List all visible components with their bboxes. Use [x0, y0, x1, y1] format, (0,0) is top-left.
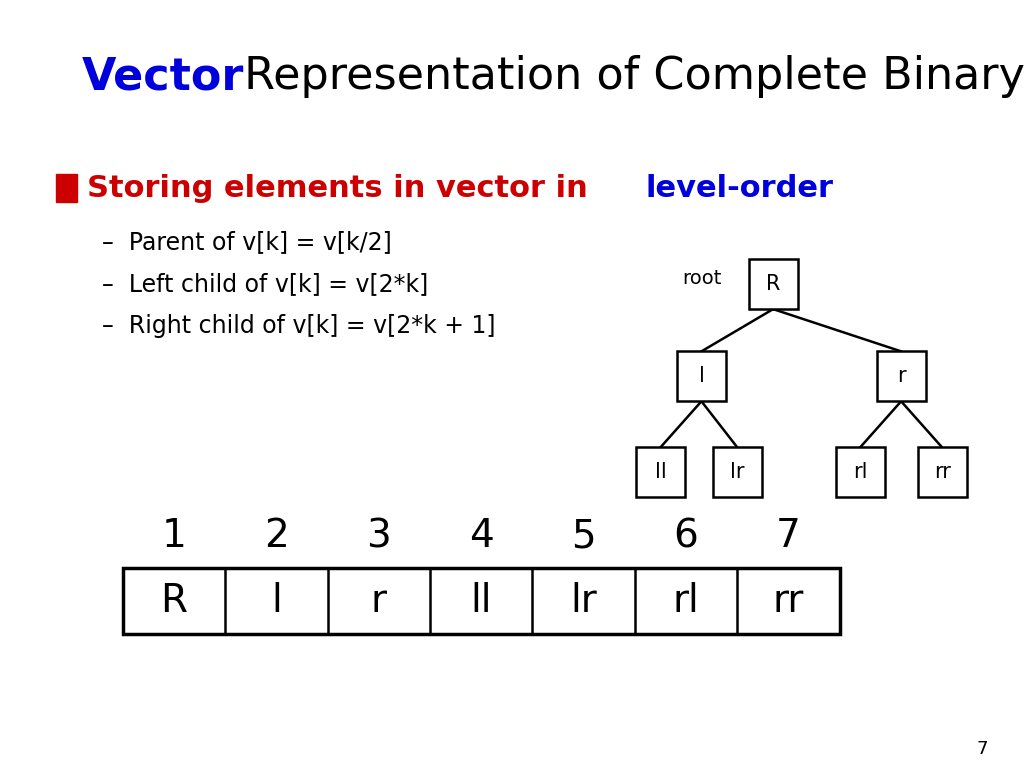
FancyBboxPatch shape	[677, 352, 726, 401]
Text: R: R	[161, 582, 187, 620]
FancyBboxPatch shape	[918, 447, 967, 498]
FancyBboxPatch shape	[713, 447, 762, 498]
Text: Vector: Vector	[82, 55, 245, 98]
Text: r: r	[897, 366, 905, 386]
Text: 6: 6	[674, 517, 698, 555]
Text: –  Parent of v[k] = v[k/2]: – Parent of v[k] = v[k/2]	[102, 230, 392, 254]
Text: rr: rr	[773, 582, 804, 620]
Text: root: root	[683, 269, 722, 287]
Text: lr: lr	[730, 462, 744, 482]
Text: 4: 4	[469, 517, 494, 555]
Text: rr: rr	[934, 462, 950, 482]
Text: 3: 3	[367, 517, 391, 555]
Text: ll: ll	[471, 582, 492, 620]
Text: 7: 7	[977, 740, 988, 758]
Text: R: R	[766, 274, 780, 294]
Text: –  Right child of v[k] = v[2*k + 1]: – Right child of v[k] = v[2*k + 1]	[102, 314, 496, 339]
Text: ll: ll	[654, 462, 667, 482]
Bar	[56, 174, 77, 202]
Text: rl: rl	[853, 462, 867, 482]
Text: –  Left child of v[k] = v[2*k]: – Left child of v[k] = v[2*k]	[102, 272, 429, 296]
Text: 2: 2	[264, 517, 289, 555]
Text: r: r	[371, 582, 387, 620]
FancyBboxPatch shape	[836, 447, 885, 498]
Text: rl: rl	[673, 582, 699, 620]
Text: lr: lr	[570, 582, 597, 620]
Text: l: l	[698, 366, 705, 386]
Text: Representation of Complete Binary Tree: Representation of Complete Binary Tree	[230, 55, 1024, 98]
FancyBboxPatch shape	[123, 568, 840, 634]
Text: level-order: level-order	[645, 174, 834, 203]
Text: 5: 5	[571, 517, 596, 555]
Text: 7: 7	[776, 517, 801, 555]
FancyBboxPatch shape	[636, 447, 685, 498]
Text: l: l	[271, 582, 282, 620]
FancyBboxPatch shape	[877, 352, 926, 401]
FancyBboxPatch shape	[749, 259, 798, 310]
Text: Storing elements in vector in: Storing elements in vector in	[87, 174, 598, 203]
Text: 1: 1	[162, 517, 186, 555]
